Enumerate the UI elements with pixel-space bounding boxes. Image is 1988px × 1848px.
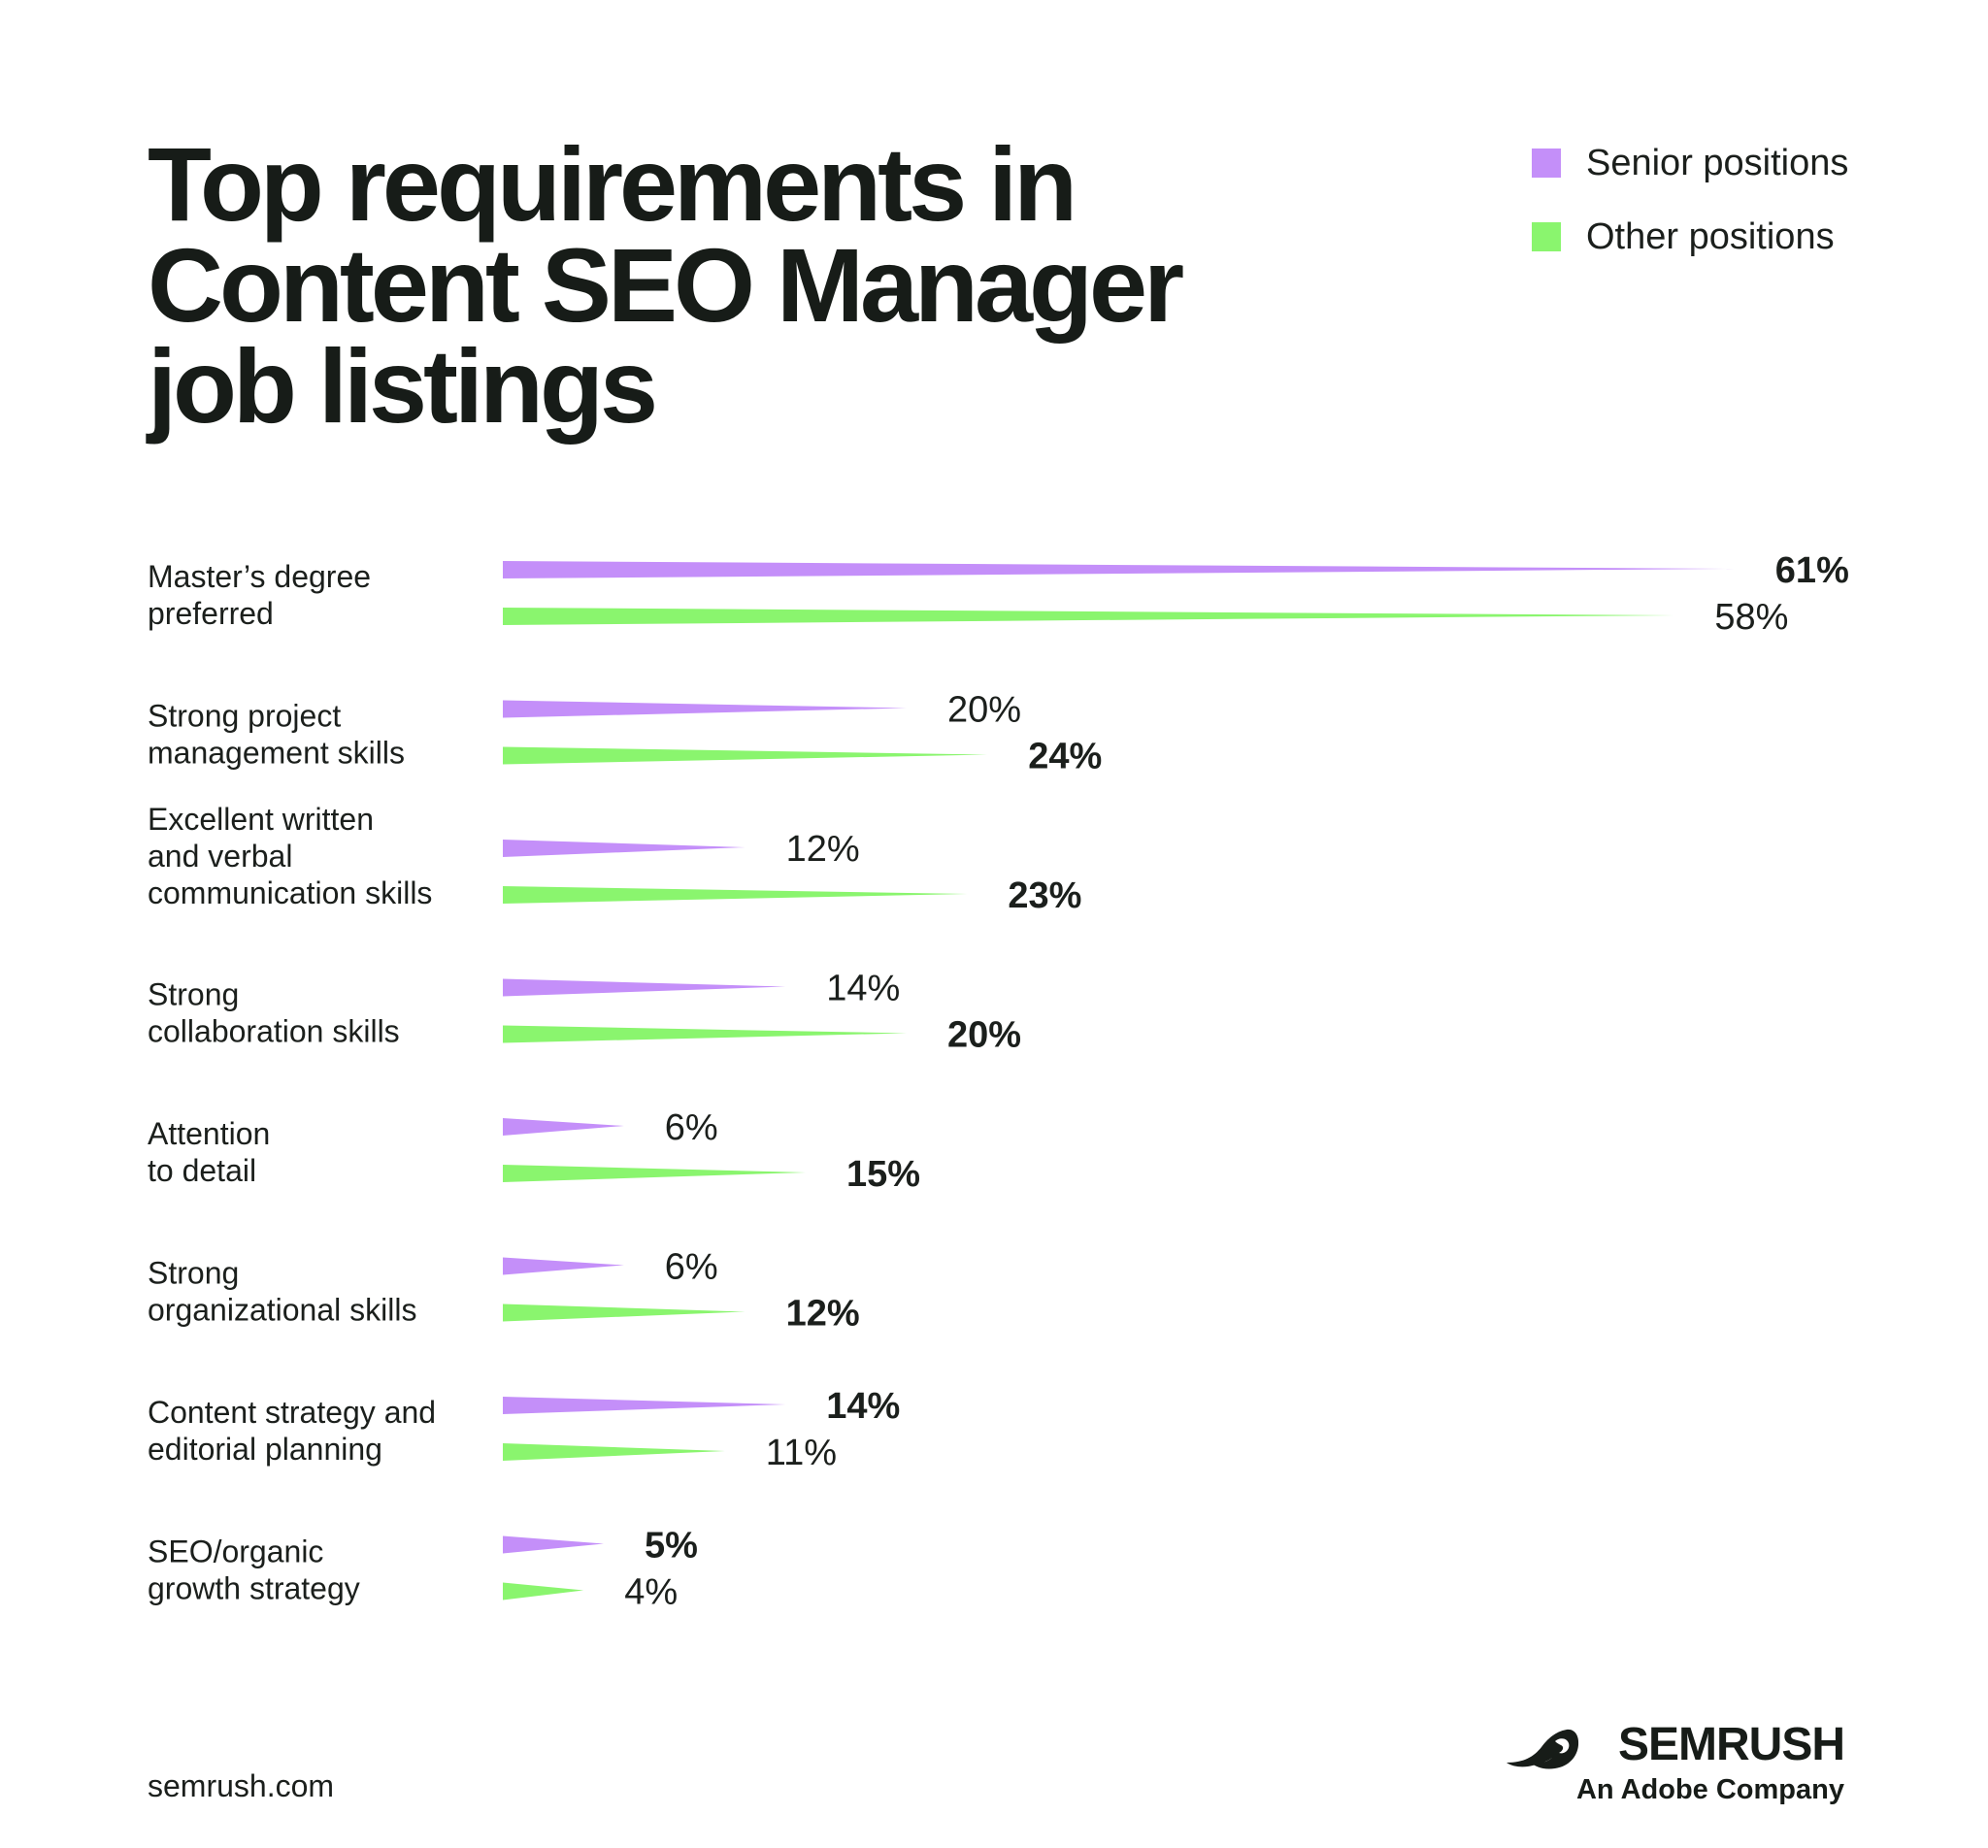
bar-other [503,1304,746,1322]
brand-name: SEMRUSH [1617,1719,1845,1770]
footer-site-url[interactable]: semrush.com [148,1768,335,1803]
bar-other [503,746,988,765]
value-label-senior: 5% [645,1526,698,1567]
bar-other [503,1165,806,1182]
bar-senior [503,978,786,997]
category-label: Content strategy and editorial planning [148,1395,436,1467]
value-label-other: 24% [1028,737,1102,777]
value-label-other: 11% [766,1433,837,1473]
semrush-flame-icon [1507,1729,1579,1769]
bar-senior [503,1257,624,1275]
legend-item-senior: Senior positions [1532,140,1848,186]
legend-label-other: Other positions [1586,215,1835,257]
category-label: SEO/organic growth strategy [148,1534,360,1606]
bar-other [503,608,1674,625]
value-label-other: 15% [846,1154,920,1195]
bar-senior [503,1535,604,1554]
legend-swatch-other [1532,222,1561,251]
bar-senior [503,700,907,718]
value-label-other: 4% [624,1572,678,1613]
category-label: Strong project management skills [148,699,405,771]
bar-other [503,886,968,904]
category-label: Strong collaboration skills [148,977,400,1049]
bar-senior [503,1397,786,1414]
bar-senior [503,840,746,857]
legend-label-senior: Senior positions [1586,142,1849,183]
bar-other [503,1582,584,1600]
category-label: Excellent written and verbal communication… [148,802,432,910]
bar-senior [503,1118,624,1136]
value-label-other: 58% [1714,597,1788,638]
bar-senior [503,561,1735,578]
value-label-senior: 14% [826,969,900,1009]
value-label-senior: 12% [786,829,860,870]
value-label-other: 12% [786,1294,860,1335]
value-label-senior: 6% [665,1247,718,1288]
value-label-senior: 61% [1775,550,1849,591]
category-label: Attention to detail [148,1116,270,1188]
value-label-senior: 14% [826,1386,900,1427]
category-label: Master’s degree preferred [148,559,371,631]
chart-title: Top requirements in Content SEO Manager … [148,125,1184,445]
legend-swatch-senior [1532,148,1561,178]
value-label-senior: 6% [665,1107,718,1148]
value-label-senior: 20% [947,690,1021,731]
bar-other [503,1443,725,1461]
bar-other [503,1025,907,1043]
brand-logo: SEMRUSH An Adobe Company [1505,1718,1845,1815]
value-label-other: 23% [1008,875,1081,916]
category-label: Strong organizational skills [148,1256,416,1328]
legend-item-other: Other positions [1532,214,1835,260]
brand-tagline: An Adobe Company [1575,1774,1844,1805]
value-label-other: 20% [947,1015,1021,1056]
